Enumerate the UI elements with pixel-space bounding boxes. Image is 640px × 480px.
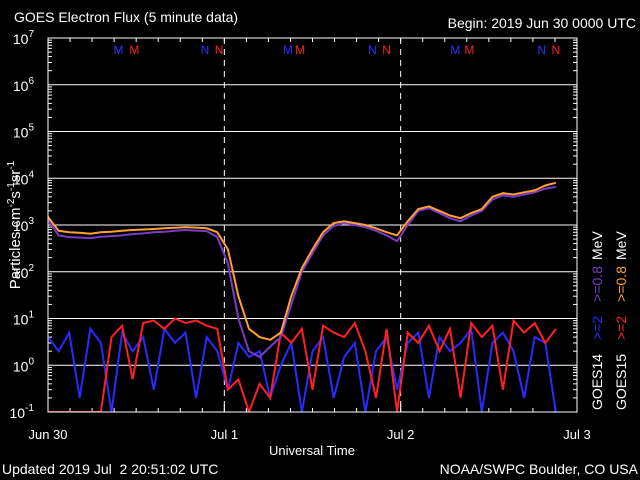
- y-label-sup: -1: [6, 182, 17, 191]
- legend-column: GOES14 >=2 >=0.8 MeV: [589, 231, 605, 410]
- y-tick-exponent: 1: [28, 310, 34, 321]
- legend-column: GOES15 >=2 >=0.8 MeV: [613, 231, 629, 410]
- y-axis-label: Particles cm-2s-1sr-1: [6, 160, 24, 289]
- y-tick-exponent: 6: [28, 76, 34, 87]
- legend-entry: >=0.8: [589, 266, 605, 302]
- y-tick-base: 10: [13, 78, 29, 94]
- y-tick-exponent: 7: [28, 29, 34, 40]
- legend-unit: MeV: [589, 231, 605, 260]
- legend-group: GOES14: [589, 354, 605, 410]
- legend-group: GOES15: [613, 354, 629, 410]
- y-label-text: sr: [7, 170, 24, 183]
- plot-frame: [47, 37, 578, 413]
- y-tick-label: 103: [13, 216, 35, 234]
- y-label-text: Particles cm: [7, 208, 24, 290]
- y-tick-label: 102: [13, 263, 35, 281]
- series-line: [48, 186, 556, 359]
- y-tick-base: 10: [13, 218, 29, 234]
- y-tick-exponent: 3: [28, 216, 34, 227]
- y-tick-base: 10: [13, 31, 29, 47]
- y-tick-base: 10: [13, 125, 29, 141]
- series-line: [48, 317, 557, 412]
- y-tick-base: 10: [13, 312, 29, 328]
- plot-area: [48, 181, 557, 412]
- day-marker: N: [537, 43, 546, 57]
- day-marker: M: [129, 43, 139, 57]
- y-tick-base: 10: [13, 171, 29, 187]
- y-tick-exponent: 5: [28, 123, 34, 134]
- day-marker: N: [201, 43, 210, 57]
- day-marker: M: [464, 43, 474, 57]
- x-axis-label: Universal Time: [269, 443, 355, 458]
- x-tick-label: Jul 3: [563, 427, 590, 442]
- day-marker: M: [283, 43, 293, 57]
- y-tick-label: 100: [13, 356, 35, 374]
- chart-subtitle: Begin: 2019 Jun 30 0000 UTC: [448, 15, 636, 31]
- day-marker: M: [450, 43, 460, 57]
- y-tick-exponent: 2: [28, 263, 34, 274]
- day-marker: N: [215, 43, 224, 57]
- x-tick-label: Jul 2: [387, 427, 414, 442]
- footer-right: NOAA/SWPC Boulder, CO USA: [440, 461, 639, 477]
- legend-unit: MeV: [613, 231, 629, 260]
- chart-title: GOES Electron Flux (5 minute data): [14, 9, 238, 25]
- y-tick-exponent: 4: [28, 169, 34, 180]
- y-tick-base: 10: [13, 265, 29, 281]
- y-tick-exponent: 0: [28, 356, 34, 367]
- y-tick-label: 101: [13, 310, 35, 328]
- footer-left: Updated 2019 Jul 2 20:51:02 UTC: [2, 461, 218, 477]
- series-line: [48, 181, 557, 341]
- y-label-sup: -1: [6, 160, 17, 169]
- y-tick-base: 10: [10, 405, 26, 421]
- y-label-sup: -2: [6, 198, 17, 207]
- y-tick-exponent: -1: [25, 403, 34, 414]
- y-tick-label: 104: [13, 169, 35, 187]
- y-tick-label: 106: [13, 76, 35, 94]
- legend-entry: >=0.8: [613, 266, 629, 302]
- y-label-text: s: [7, 191, 24, 199]
- day-marker: N: [552, 43, 561, 57]
- day-marker: N: [368, 43, 377, 57]
- x-tick-label: Jun 30: [28, 427, 67, 442]
- legend-entry: >=2: [613, 316, 629, 340]
- y-tick-label: 10-1: [10, 403, 35, 421]
- day-marker: N: [382, 43, 391, 57]
- y-tick-base: 10: [13, 358, 29, 374]
- y-tick-label: 105: [13, 123, 35, 141]
- y-tick-label: 107: [13, 29, 35, 47]
- legend-entry: >=2: [589, 316, 605, 340]
- day-marker: M: [114, 43, 124, 57]
- x-tick-label: Jul 1: [211, 427, 238, 442]
- day-marker: M: [295, 43, 305, 57]
